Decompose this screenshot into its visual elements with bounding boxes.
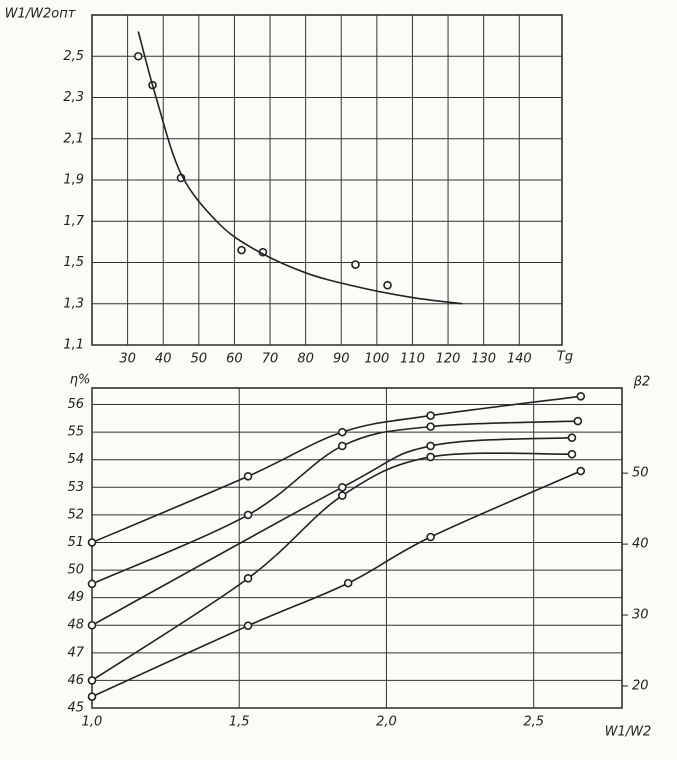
y-axis-label: η% xyxy=(70,373,91,388)
x-tick-label: 30 xyxy=(119,352,136,367)
x-tick-label: 130 xyxy=(471,352,496,367)
data-point xyxy=(573,416,583,426)
x-axis-label: W1/W2 xyxy=(605,725,652,740)
data-point xyxy=(337,491,347,500)
y-tick-label: 56 xyxy=(67,397,84,412)
y-tick-label: 53 xyxy=(67,480,84,495)
y-tick-label: 1,5 xyxy=(63,255,84,270)
y2-tick-label: 20 xyxy=(632,679,649,694)
y-tick-label: 1,7 xyxy=(63,214,84,229)
y-tick-label: 1,9 xyxy=(63,173,84,188)
x-tick-label: 60 xyxy=(226,352,243,367)
y-tick-label: 2,5 xyxy=(63,49,84,64)
y-tick-label: 1,3 xyxy=(63,296,84,311)
series-line xyxy=(91,420,578,585)
y-axis-label: W1/W2опт xyxy=(5,7,76,22)
y2-axis-label: β2 xyxy=(633,375,651,390)
data-point xyxy=(337,483,347,492)
x-tick-label: 40 xyxy=(155,352,172,367)
y2-tick-label: 30 xyxy=(632,608,649,623)
y2-tick-label: 50 xyxy=(632,466,649,481)
data-point xyxy=(243,510,253,520)
data-point xyxy=(243,471,253,481)
y-tick-label: 46 xyxy=(67,673,84,688)
x-axis-label: Tg xyxy=(557,350,573,365)
data-point xyxy=(567,449,577,459)
data-point xyxy=(426,411,435,420)
y-tick-label: 2,3 xyxy=(63,90,84,105)
x-tick-label: 80 xyxy=(297,352,314,367)
series-line xyxy=(91,395,581,544)
data-point xyxy=(337,427,347,437)
y-tick-label: 45 xyxy=(67,701,84,716)
x-tick-label: 1,0 xyxy=(82,715,103,730)
data-point xyxy=(567,433,577,442)
x-tick-label: 90 xyxy=(333,352,350,367)
y-tick-label: 48 xyxy=(67,618,84,633)
data-point xyxy=(426,441,435,451)
y-tick-label: 54 xyxy=(67,452,84,467)
data-point xyxy=(337,441,347,451)
series-line xyxy=(91,436,572,626)
data-point xyxy=(87,692,97,701)
x-tick-label: 2,5 xyxy=(523,715,544,730)
x-tick-label: 120 xyxy=(436,352,461,367)
data-point xyxy=(343,578,353,588)
series-line xyxy=(91,452,572,682)
data-point xyxy=(87,579,97,589)
y-tick-label: 2,1 xyxy=(63,131,84,146)
data-point xyxy=(133,51,143,61)
data-point xyxy=(576,391,586,401)
data-point xyxy=(87,676,97,685)
y-tick-label: 49 xyxy=(67,590,84,605)
x-tick-label: 70 xyxy=(262,352,279,367)
data-point xyxy=(87,538,97,547)
data-point xyxy=(426,532,435,542)
y-tick-label: 47 xyxy=(67,645,84,660)
y-tick-label: 55 xyxy=(67,425,84,440)
data-point xyxy=(426,452,435,462)
data-point xyxy=(426,422,435,431)
y-tick-label: 52 xyxy=(67,507,84,522)
x-tick-label: 1,5 xyxy=(229,715,250,730)
x-tick-label: 50 xyxy=(191,352,208,367)
y-tick-label: 50 xyxy=(67,563,84,578)
data-point xyxy=(87,620,97,630)
data-point xyxy=(351,260,360,269)
y-tick-label: 51 xyxy=(67,535,84,550)
data-point xyxy=(383,280,392,290)
data-point xyxy=(576,466,586,476)
data-point xyxy=(243,621,253,630)
x-tick-label: 140 xyxy=(507,352,532,367)
x-tick-label: 110 xyxy=(400,352,425,367)
data-point xyxy=(237,245,246,255)
series-line xyxy=(137,31,463,305)
data-point xyxy=(243,574,253,583)
x-tick-label: 2,0 xyxy=(376,715,397,730)
y2-tick-label: 40 xyxy=(632,537,649,552)
x-tick-label: 100 xyxy=(364,352,389,367)
y-tick-label: 1,1 xyxy=(63,338,84,353)
